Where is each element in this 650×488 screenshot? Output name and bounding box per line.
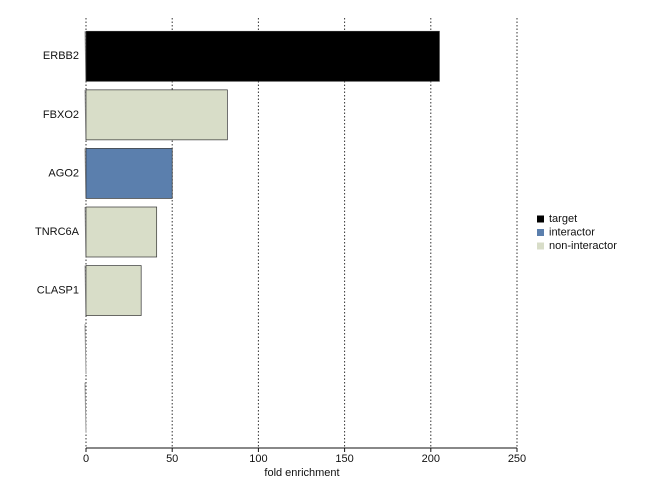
legend-swatch — [537, 229, 544, 236]
bar — [85, 148, 173, 199]
x-tick-label: 150 — [335, 453, 353, 465]
y-tick-label: TNRC6A — [35, 226, 80, 238]
y-tick — [84, 382, 87, 433]
x-tick-label: 250 — [508, 453, 526, 465]
y-tick-label: AGO2 — [48, 167, 79, 179]
legend-swatch — [537, 215, 544, 223]
y-tick — [84, 324, 87, 375]
legend-label: interactor — [549, 226, 595, 238]
legend-label: target — [549, 213, 577, 225]
legend-label: non-interactor — [549, 240, 617, 252]
x-tick-label: 100 — [249, 453, 267, 465]
x-tick-label: 50 — [166, 453, 178, 465]
y-tick-label: CLASP1 — [37, 284, 79, 296]
x-tick-label: 200 — [422, 453, 440, 465]
x-tick-label: 0 — [83, 453, 89, 465]
y-tick-label: ERBB2 — [43, 50, 79, 62]
bar — [85, 89, 228, 141]
y-tick-label: FBXO2 — [43, 109, 79, 121]
x-axis-label: fold enrichment — [264, 467, 339, 479]
legend-swatch — [537, 242, 544, 250]
bar — [85, 206, 158, 258]
bar — [85, 30, 440, 82]
bar — [85, 265, 142, 316]
